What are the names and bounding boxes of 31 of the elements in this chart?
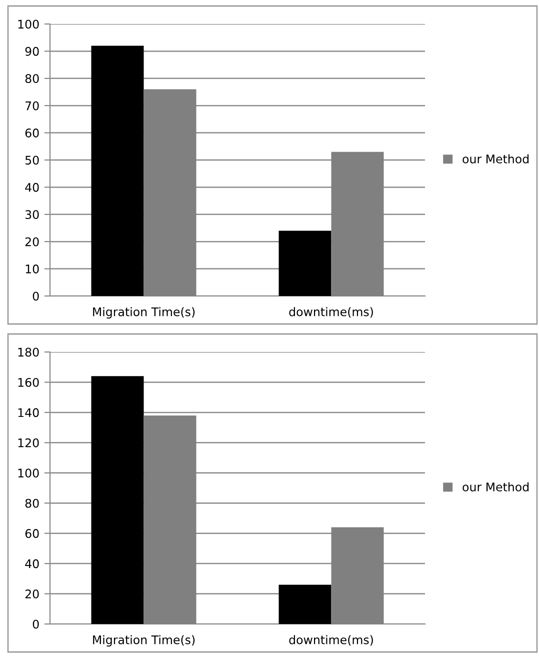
y-tick-label: 10 [26,264,39,274]
y-tick-label: 180 [18,348,39,357]
y-tick-label: 120 [18,438,39,448]
y-tick-label: 20 [25,237,39,246]
x-tick-label: Migration Time(s) [93,635,195,647]
y-tick-label: 90 [25,46,39,56]
x-tick-label: Migration Time(s) [93,307,195,319]
y-tick-label: 20 [25,590,39,598]
y-tick-label: 50 [25,156,39,165]
bar [278,230,332,296]
y-tick-label: 40 [25,182,39,192]
y-tick-label: 80 [25,498,39,508]
legend-label: our Method [462,154,529,164]
y-tick-label: 140 [18,408,39,418]
x-tick-label: downtime(ms) [289,307,373,318]
y-tick-label: 60 [25,529,39,538]
bar [278,584,332,624]
y-tick-label: 70 [26,101,39,110]
y-tick-label: 40 [25,559,39,568]
bar [91,46,144,296]
x-tick-label: downtime(ms) [289,635,373,646]
y-tick-label: 0 [32,292,39,301]
y-tick-label: 60 [25,128,39,138]
y-tick-label: 100 [18,468,39,478]
bar [91,376,144,624]
y-tick-label: 80 [25,74,39,84]
y-tick-label: 100 [18,20,39,29]
y-tick-label: 0 [32,620,39,629]
y-tick-label: 30 [25,210,39,220]
y-tick-label: 160 [18,378,39,387]
legend-label: our Method [462,482,529,492]
